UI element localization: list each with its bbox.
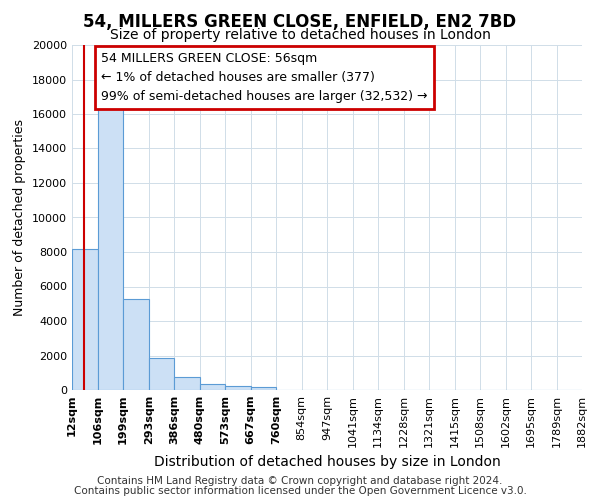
Bar xyxy=(174,377,200,390)
Bar xyxy=(123,298,149,390)
Bar xyxy=(251,386,276,390)
Bar xyxy=(200,384,225,390)
X-axis label: Distribution of detached houses by size in London: Distribution of detached houses by size … xyxy=(154,456,500,469)
Text: Size of property relative to detached houses in London: Size of property relative to detached ho… xyxy=(110,28,490,42)
Bar xyxy=(149,358,174,390)
Text: 54, MILLERS GREEN CLOSE, ENFIELD, EN2 7BD: 54, MILLERS GREEN CLOSE, ENFIELD, EN2 7B… xyxy=(83,12,517,30)
Y-axis label: Number of detached properties: Number of detached properties xyxy=(13,119,26,316)
Bar xyxy=(72,248,98,390)
Text: Contains HM Land Registry data © Crown copyright and database right 2024.: Contains HM Land Registry data © Crown c… xyxy=(97,476,503,486)
Bar xyxy=(225,386,251,390)
Bar xyxy=(98,106,123,390)
Text: 54 MILLERS GREEN CLOSE: 56sqm
← 1% of detached houses are smaller (377)
99% of s: 54 MILLERS GREEN CLOSE: 56sqm ← 1% of de… xyxy=(101,52,428,103)
Text: Contains public sector information licensed under the Open Government Licence v3: Contains public sector information licen… xyxy=(74,486,526,496)
